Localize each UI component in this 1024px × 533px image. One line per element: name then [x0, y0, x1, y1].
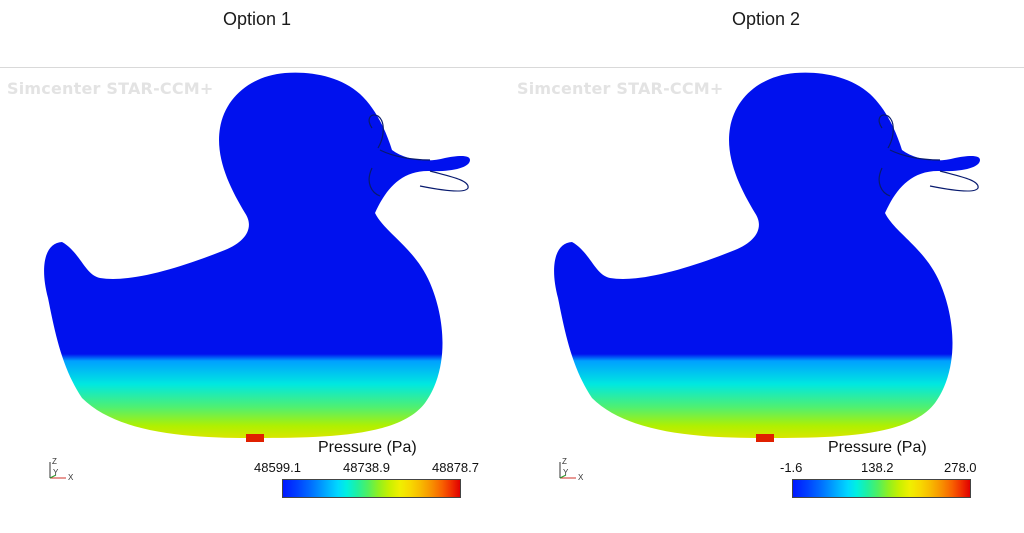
duck-pressure-contour — [44, 72, 471, 442]
legend-tick-max: 48878.7 — [432, 460, 479, 475]
duck-body — [554, 72, 980, 438]
legend-tick-mid: 138.2 — [861, 460, 894, 475]
duck-base-spot — [756, 434, 774, 442]
axis-z-label: Z — [52, 457, 57, 466]
option-2-panel[interactable]: Simcenter STAR-CCM+ Pressure (Pa) -1.6 1… — [510, 68, 1020, 533]
option-1-title: Option 1 — [222, 9, 292, 29]
eye-outline — [368, 114, 384, 149]
legend-title: Pressure (Pa) — [828, 439, 927, 456]
axis-y-label: Y — [563, 468, 569, 477]
axis-z-label: Z — [562, 457, 567, 466]
legend-tick-mid: 48738.9 — [343, 460, 390, 475]
axis-triad: Z Y X — [49, 457, 74, 482]
header-divider — [0, 67, 1024, 68]
legend-title: Pressure (Pa) — [318, 439, 417, 456]
beak-outline — [878, 149, 979, 197]
legend-tick-max: 278.0 — [944, 460, 977, 475]
legend-tick-min: -1.6 — [780, 460, 803, 475]
axis-x-label: X — [68, 473, 74, 482]
duck-pressure-contour — [554, 72, 980, 442]
axis-y-label: Y — [53, 468, 59, 477]
axis-x-label: X — [578, 473, 584, 482]
eye-outline — [878, 114, 894, 149]
pressure-colorbar — [792, 479, 971, 498]
option-2-title: Option 2 — [731, 9, 801, 29]
beak-outline — [368, 149, 469, 197]
duck-base-spot — [246, 434, 264, 442]
axis-triad: Z Y X — [559, 457, 584, 482]
option-1-panel[interactable]: Simcenter STAR-CCM+ Pressure (Pa) 48599.… — [0, 68, 510, 533]
software-watermark: Simcenter STAR-CCM+ — [517, 79, 724, 98]
duck-body — [44, 72, 471, 438]
pressure-colorbar — [282, 479, 461, 498]
software-watermark: Simcenter STAR-CCM+ — [7, 79, 214, 98]
legend-tick-min: 48599.1 — [254, 460, 301, 475]
